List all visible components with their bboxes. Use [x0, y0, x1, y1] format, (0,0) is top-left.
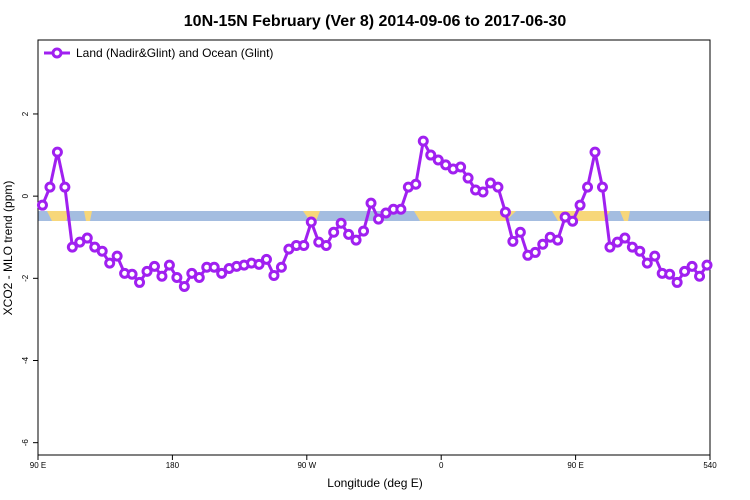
- legend-label: Land (Nadir&Glint) and Ocean (Glint): [76, 46, 273, 60]
- land-region: [620, 211, 630, 221]
- x-tick-label: 180: [166, 461, 180, 470]
- y-axis-label: XCO2 - MLO trend (ppm): [1, 181, 15, 316]
- data-point: [686, 260, 698, 272]
- data-point: [694, 270, 706, 282]
- data-point: [604, 241, 616, 253]
- data-point: [253, 258, 265, 270]
- data-point: [59, 181, 71, 193]
- land-region: [414, 211, 516, 221]
- data-point: [148, 260, 160, 272]
- data-point: [537, 238, 549, 250]
- y-tick-label: 0: [21, 193, 30, 198]
- land-region: [303, 211, 320, 221]
- data-point: [81, 232, 93, 244]
- data-point: [358, 225, 370, 237]
- plot-frame: [37, 39, 711, 456]
- data-point: [596, 181, 608, 193]
- data-point: [432, 154, 444, 166]
- data-point: [634, 245, 646, 257]
- data-point: [208, 261, 220, 273]
- data-point: [44, 181, 56, 193]
- data-point: [298, 239, 310, 251]
- data-point: [395, 203, 407, 215]
- y-tick-label: -2: [21, 274, 30, 282]
- data-point: [664, 268, 676, 280]
- data-point: [649, 250, 661, 262]
- data-point: [193, 271, 205, 283]
- data-point: [216, 267, 228, 279]
- x-tick-label: 540: [703, 461, 717, 470]
- data-point: [275, 261, 287, 273]
- data-point: [171, 271, 183, 283]
- data-point: [701, 259, 713, 271]
- chart-title: 10N-15N February (Ver 8) 2014-09-06 to 2…: [184, 13, 567, 30]
- y-tick-label: -6: [21, 439, 30, 447]
- data-point: [455, 161, 467, 173]
- data-point: [126, 268, 138, 280]
- data-point: [552, 234, 564, 246]
- land-region: [47, 211, 70, 221]
- y-tick-label: 2: [21, 111, 30, 116]
- data-point: [96, 245, 108, 257]
- data-point: [335, 217, 347, 229]
- data-point: [328, 226, 340, 238]
- data-point: [66, 241, 78, 253]
- data-point: [619, 232, 631, 244]
- data-point: [141, 265, 153, 277]
- data-point: [305, 216, 317, 228]
- data-point: [477, 186, 489, 198]
- data-point: [343, 228, 355, 240]
- data-point: [372, 213, 384, 225]
- x-tick-label: 90 E: [567, 461, 583, 470]
- data-point: [417, 135, 429, 147]
- data-point: [350, 234, 362, 246]
- legend: Land (Nadir&Glint) and Ocean (Glint): [44, 46, 273, 60]
- data-point: [36, 199, 48, 211]
- data-point: [679, 265, 691, 277]
- x-tick-label: 0: [439, 461, 444, 470]
- data-point: [410, 178, 422, 190]
- data-point: [104, 257, 116, 269]
- data-point: [567, 215, 579, 227]
- data-point: [260, 253, 272, 265]
- data-point: [641, 257, 653, 269]
- data-point: [507, 235, 519, 247]
- x-tick-label: 90 E: [30, 461, 46, 470]
- data-point: [425, 149, 437, 161]
- data-point: [320, 239, 332, 251]
- data-point: [163, 259, 175, 271]
- data-point: [111, 250, 123, 262]
- y-tick-label: -4: [21, 356, 30, 364]
- data-point: [156, 270, 168, 282]
- x-axis-label: Longitude (deg E): [327, 476, 422, 490]
- data-point: [134, 276, 146, 288]
- data-point: [178, 281, 190, 293]
- data-point: [492, 181, 504, 193]
- data-point: [514, 226, 526, 238]
- data-point: [671, 276, 683, 288]
- data-point: [589, 146, 601, 158]
- data-point: [574, 199, 586, 211]
- data-point: [499, 206, 511, 218]
- legend-marker: [51, 47, 63, 59]
- data-point: [582, 181, 594, 193]
- data-point: [268, 269, 280, 281]
- data-point: [529, 246, 541, 258]
- x-tick-label: 90 W: [297, 461, 316, 470]
- land-region: [84, 211, 92, 221]
- data-point: [51, 146, 63, 158]
- data-point: [462, 172, 474, 184]
- data-point: [365, 197, 377, 209]
